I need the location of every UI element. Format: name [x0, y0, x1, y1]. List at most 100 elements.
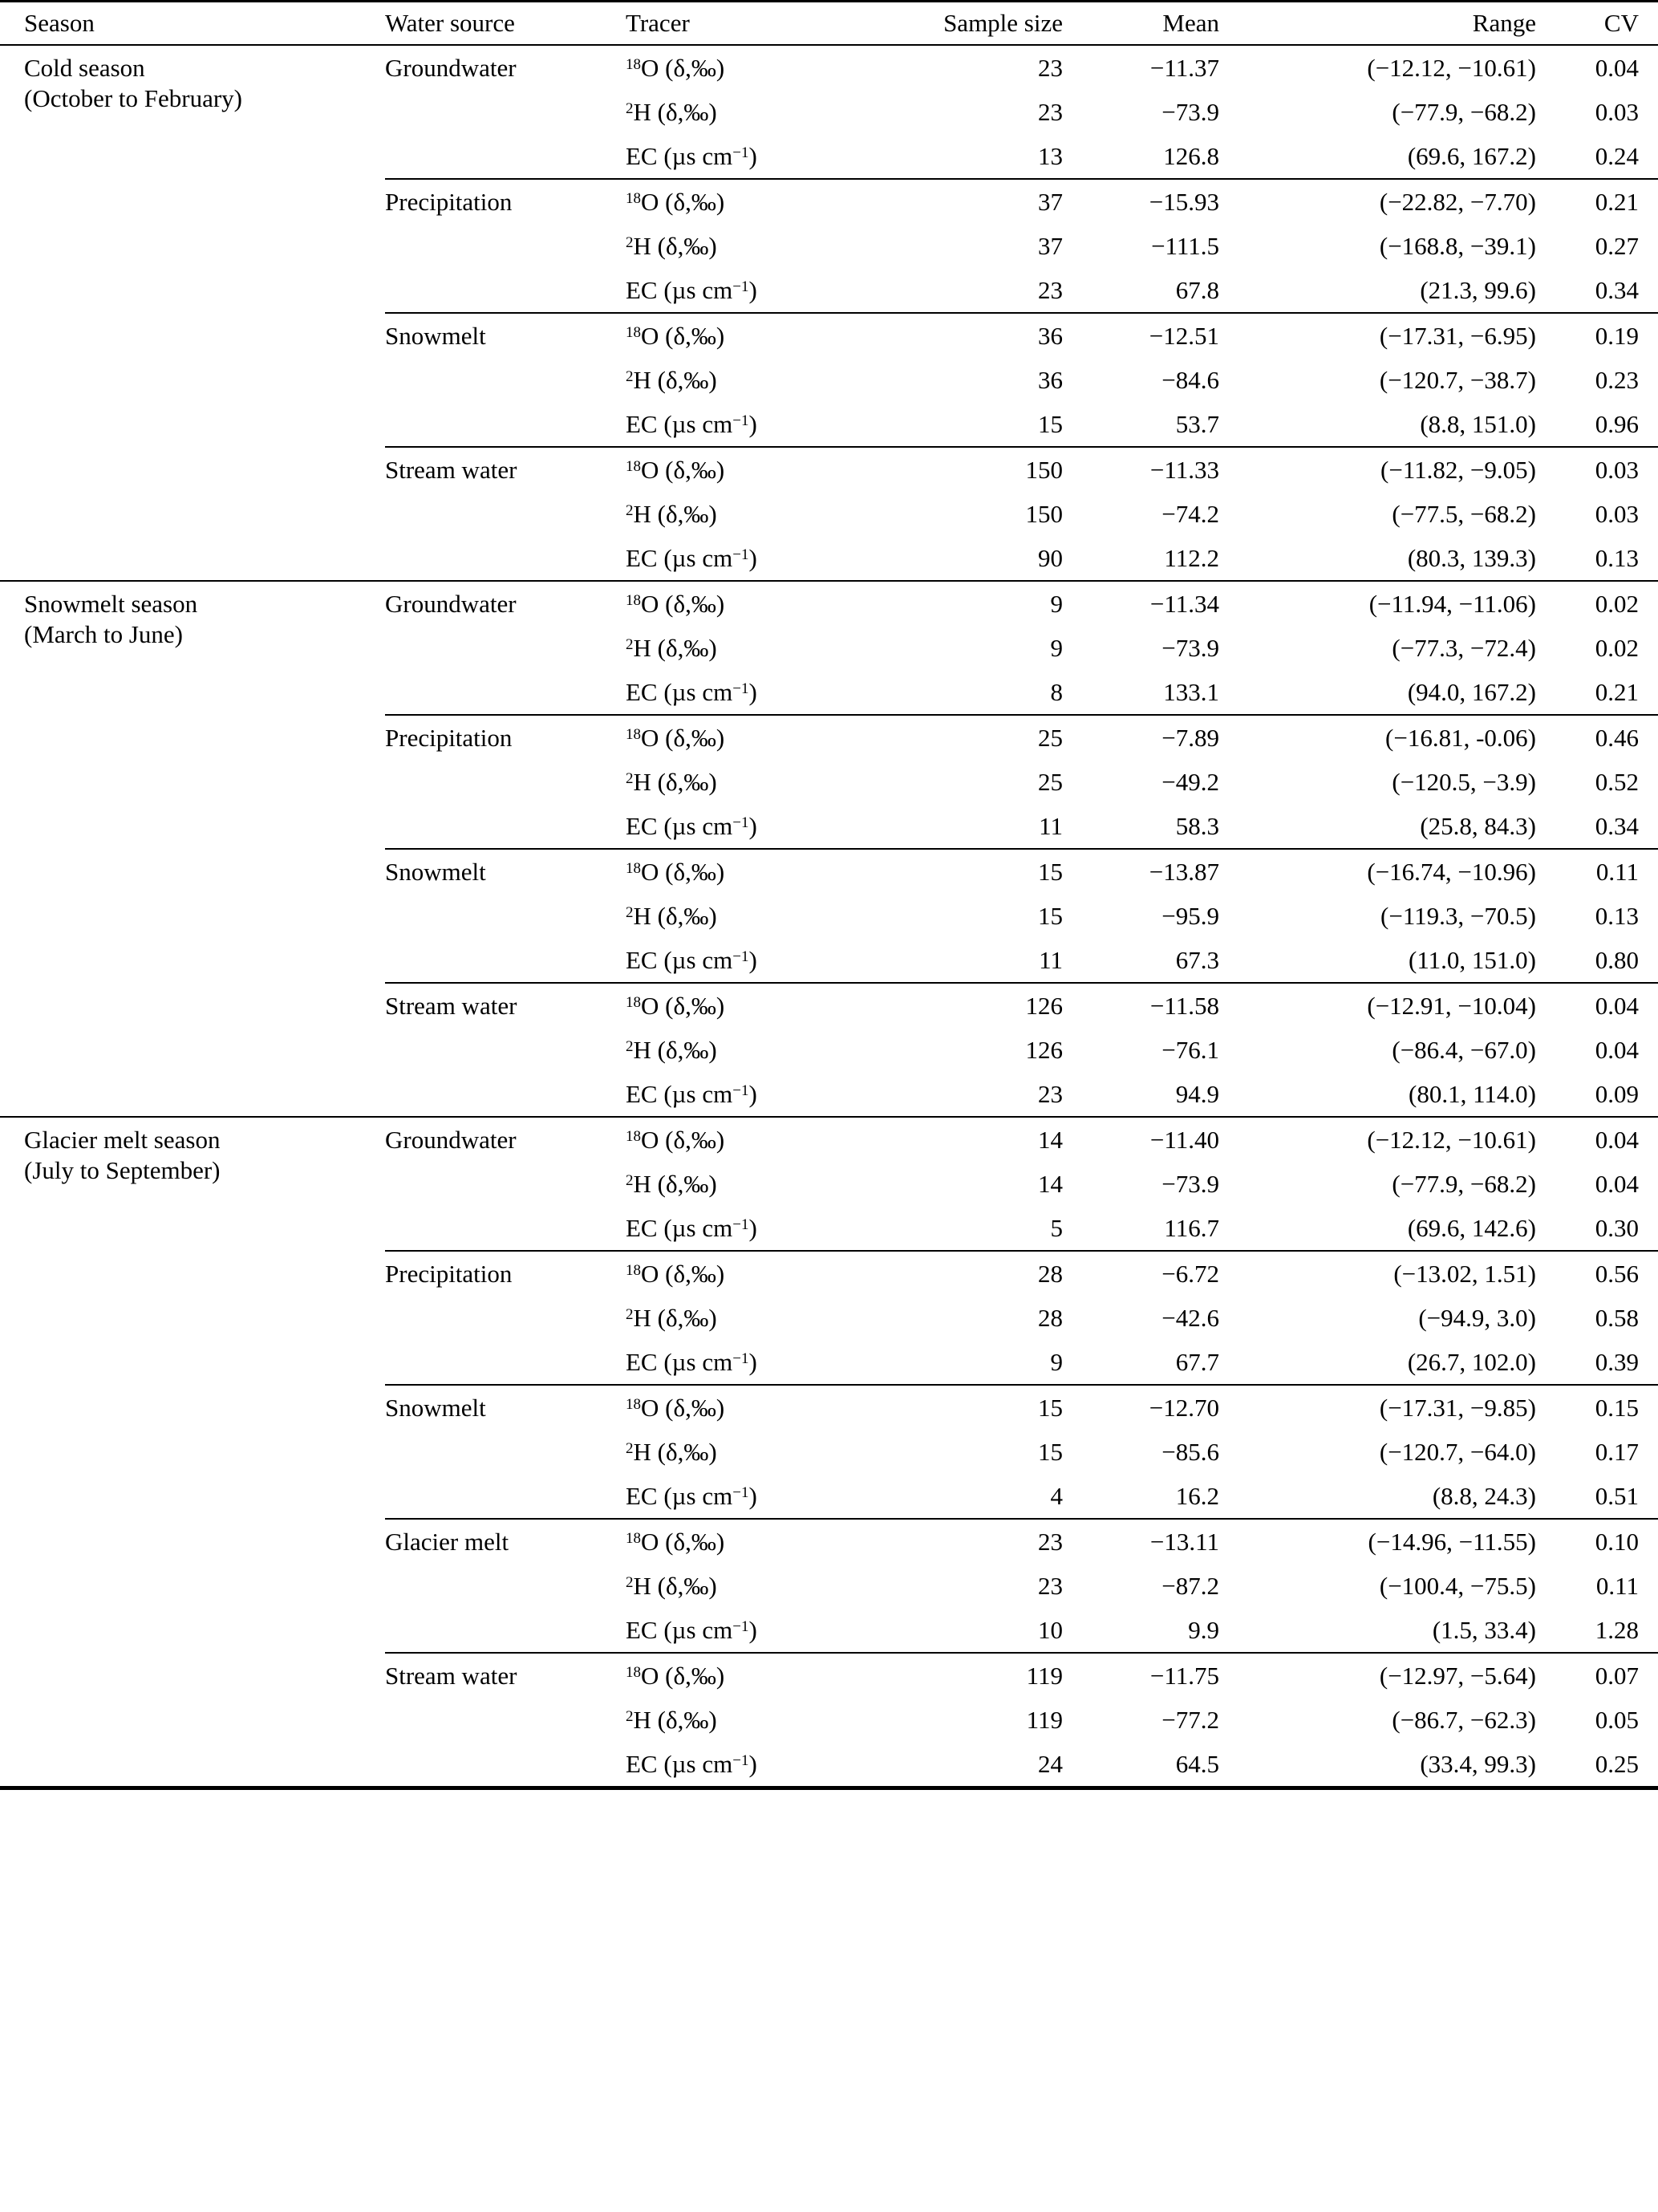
- tracer-cell: 18O (δ,‰): [626, 45, 890, 90]
- sample-size-cell: 9: [1050, 1348, 1064, 1376]
- tracer-label-text: EC (µs cm: [626, 1348, 733, 1376]
- range-cell: (−86.7, −62.3): [1392, 1706, 1536, 1734]
- tracer-exponent-superscript: −1: [732, 948, 749, 965]
- mean-cell: 67.3: [1175, 946, 1219, 974]
- tracer-cell: 2H (δ,‰): [626, 1296, 890, 1340]
- range-cell: (−12.12, −10.61): [1219, 1116, 1536, 1162]
- tracer-label-tail: ): [748, 1750, 757, 1778]
- table-row: EC (µs cm−1) 4 16.2 (8.8, 24.3) 0.51: [0, 1474, 1658, 1519]
- cv-cell: 0.03: [1595, 500, 1639, 528]
- range-cell: (−17.31, −6.95): [1219, 312, 1536, 358]
- range-cell: (−22.82, −7.70): [1219, 178, 1536, 224]
- cv-cell: 0.96: [1595, 410, 1639, 438]
- tracer-label-text: EC (µs cm: [626, 276, 733, 304]
- tracer-cell: 2H (δ,‰): [626, 1564, 890, 1608]
- cv-cell: 0.30: [1595, 1214, 1639, 1242]
- sample-size-cell: 150: [890, 446, 1063, 492]
- sample-size-cell: 15: [890, 848, 1063, 894]
- mean-cell: 67.8: [1175, 276, 1219, 304]
- tracer-cell: 18O (δ,‰): [626, 312, 890, 358]
- cv-cell: 0.58: [1595, 1304, 1639, 1332]
- mean-cell: −11.75: [1063, 1652, 1219, 1698]
- cv-cell: 0.10: [1536, 1518, 1658, 1564]
- cv-cell: 0.11: [1595, 1572, 1639, 1600]
- range-cell: (−77.9, −68.2): [1392, 1170, 1536, 1198]
- table-row: EC (µs cm−1) 5 116.7 (69.6, 142.6) 0.30: [0, 1206, 1658, 1251]
- tracer-cell: 2H (δ,‰): [626, 492, 890, 536]
- tracer-leading-superscript: 18: [626, 591, 641, 609]
- tracer-leading-superscript: 18: [626, 1395, 641, 1413]
- range-cell: (−77.9, −68.2): [1392, 98, 1536, 126]
- tracer-cell: EC (µs cm−1): [626, 1072, 890, 1117]
- table-row: EC (µs cm−1) 9 67.7 (26.7, 102.0) 0.39: [0, 1340, 1658, 1385]
- table-row: 2H (δ,‰) 126 −76.1 (−86.4, −67.0) 0.04: [0, 1028, 1658, 1072]
- season-cell: Cold season (October to February): [0, 45, 385, 581]
- sample-size-cell: 15: [1038, 1438, 1063, 1466]
- range-cell: (69.6, 167.2): [1407, 142, 1536, 170]
- mean-cell: −12.70: [1063, 1384, 1219, 1430]
- tracer-cell: EC (µs cm−1): [626, 1474, 890, 1519]
- tracer-label-text: O (δ,‰): [641, 1662, 725, 1690]
- mean-cell: 9.9: [1188, 1616, 1219, 1644]
- tracer-leading-superscript: 18: [626, 1529, 641, 1547]
- cv-cell: 0.27: [1595, 232, 1639, 260]
- water-source-cell: Groundwater: [385, 580, 626, 715]
- tracer-leading-superscript: 18: [626, 725, 641, 743]
- mean-cell: −11.33: [1063, 446, 1219, 492]
- table-row: Snowmelt 18O (δ,‰) 36 −12.51 (−17.31, −6.95)…: [0, 312, 1658, 447]
- mean-cell: −95.9: [1161, 902, 1219, 930]
- header-cv: CV: [1536, 0, 1658, 46]
- tracer-exponent-superscript: −1: [732, 412, 749, 429]
- mean-cell: 58.3: [1175, 812, 1219, 840]
- mean-cell: −84.6: [1161, 366, 1219, 394]
- tracer-label-tail: ): [748, 142, 757, 170]
- tracer-cell: EC (µs cm−1): [626, 536, 890, 581]
- tracer-label-text: O (δ,‰): [641, 188, 725, 216]
- mean-cell: −73.9: [1161, 98, 1219, 126]
- range-cell: (21.3, 99.6): [1420, 276, 1536, 304]
- table-row: EC (µs cm−1) 8 133.1 (94.0, 167.2) 0.21: [0, 670, 1658, 715]
- tracer-exponent-superscript: −1: [732, 1483, 749, 1501]
- cv-cell: 1.28: [1595, 1616, 1639, 1644]
- sample-size-cell: 23: [1038, 1572, 1063, 1600]
- tracer-exponent-superscript: −1: [732, 1216, 749, 1233]
- tracer-cell: EC (µs cm−1): [626, 134, 890, 179]
- sample-size-cell: 4: [1050, 1482, 1064, 1510]
- table-row: EC (µs cm−1) 23 94.9 (80.1, 114.0) 0.09: [0, 1072, 1658, 1117]
- table-row: Precipitation 18O (δ,‰) 25 −7.89 (−16.81, -0…: [0, 714, 1658, 849]
- table-row: Cold season (October to February) Groundwa…: [0, 45, 1658, 112]
- tracer-cell: EC (µs cm−1): [626, 1340, 890, 1385]
- sample-size-cell: 37: [1038, 232, 1063, 260]
- tracer-cell: 18O (δ,‰): [626, 982, 890, 1028]
- tracer-cell: 2H (δ,‰): [626, 1162, 890, 1206]
- tracer-exponent-superscript: −1: [732, 814, 749, 831]
- tracer-exponent-superscript: −1: [732, 1082, 749, 1099]
- range-cell: (−12.97, −5.64): [1219, 1652, 1536, 1698]
- mean-cell: −49.2: [1161, 768, 1219, 796]
- tracer-cell: 18O (δ,‰): [626, 580, 890, 626]
- tracer-leading-superscript: 2: [626, 233, 634, 251]
- cv-cell: 0.04: [1595, 1170, 1639, 1198]
- tracer-label-text: EC (µs cm: [626, 544, 733, 572]
- cv-cell: 0.04: [1536, 982, 1658, 1028]
- mean-cell: 16.2: [1175, 1482, 1219, 1510]
- tracer-cell: 18O (δ,‰): [626, 1384, 890, 1430]
- tracer-cell: 2H (δ,‰): [626, 1698, 890, 1742]
- cv-cell: 0.46: [1536, 714, 1658, 760]
- season-name: Glacier melt season: [24, 1126, 221, 1154]
- mean-cell: 64.5: [1175, 1750, 1219, 1778]
- tracer-cell: 18O (δ,‰): [626, 1518, 890, 1564]
- tracer-cell: 2H (δ,‰): [626, 626, 890, 670]
- cv-cell: 0.13: [1595, 544, 1639, 572]
- tracer-label-text: EC (µs cm: [626, 946, 733, 974]
- range-cell: (69.6, 142.6): [1407, 1214, 1536, 1242]
- tracer-label-text: O (δ,‰): [641, 54, 725, 82]
- tracer-label-text: EC (µs cm: [626, 410, 733, 438]
- cv-cell: 0.24: [1595, 142, 1639, 170]
- water-source-cell: Snowmelt: [385, 848, 626, 983]
- table-row: Precipitation 18O (δ,‰) 28 −6.72 (−13.02, 1.…: [0, 1250, 1658, 1385]
- sample-size-cell: 9: [1050, 634, 1064, 662]
- tracer-label-text: H (δ,‰): [633, 1438, 717, 1466]
- range-cell: (26.7, 102.0): [1407, 1348, 1536, 1376]
- table-row: EC (µs cm−1) 23 67.8 (21.3, 99.6) 0.34: [0, 268, 1658, 313]
